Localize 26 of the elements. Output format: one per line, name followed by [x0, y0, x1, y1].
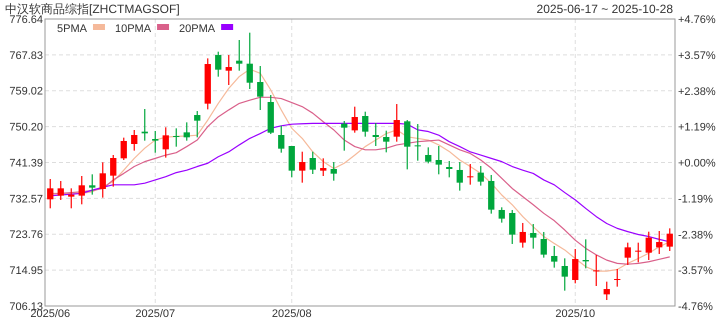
- y-tick-label: 741.39: [9, 157, 43, 170]
- y-tick-label: 714.95: [9, 265, 43, 278]
- chart-title: 中汉软商品综指[ZHCTMAGSOF]: [5, 2, 180, 16]
- y2-tick-label: +2.38%: [678, 86, 716, 98]
- x-tick-label: 2025/10: [555, 308, 596, 320]
- y2-tick-label: +0.00%: [678, 158, 716, 170]
- y2-tick-label: +1.19%: [678, 122, 716, 134]
- chart-subtitle: 2025-06-17 ~ 2025-10-28: [536, 2, 674, 16]
- y-tick-label: 759.02: [9, 86, 43, 98]
- legend-label: 10PMA: [114, 23, 152, 35]
- y-tick-label: 723.76: [9, 229, 43, 242]
- y-tick-label: 750.20: [9, 122, 43, 134]
- y2-tick-label: -4.76%: [678, 301, 714, 313]
- y2-tick-label: -3.57%: [678, 265, 714, 278]
- y-tick-label: 732.57: [9, 193, 43, 206]
- y2-tick-label: +4.76%: [678, 14, 716, 26]
- y-tick-label: 776.64: [9, 14, 43, 26]
- y2-tick-label: -1.19%: [678, 193, 714, 206]
- legend-label: 20PMA: [179, 23, 216, 35]
- x-tick-label: 2025/08: [272, 308, 312, 320]
- x-tick-label: 2025/07: [135, 308, 176, 320]
- x-tick-label: 2025/06: [30, 308, 70, 320]
- y2-tick-label: -2.38%: [678, 229, 714, 242]
- y-tick-label: 767.83: [9, 50, 43, 62]
- y2-tick-label: +3.57%: [678, 50, 716, 62]
- legend-label: 5PMA: [57, 23, 88, 35]
